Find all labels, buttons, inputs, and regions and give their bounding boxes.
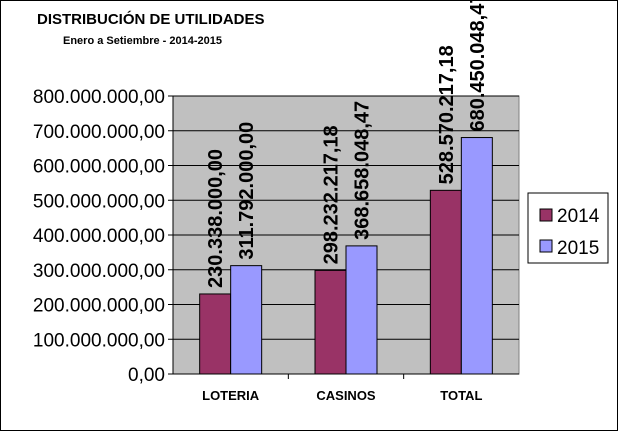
y-axis-ticks: 0,00 100.000.000,00 200.000.000,00 300.000.…: [33, 87, 173, 386]
y-tick-label: 300.000.000,00: [33, 261, 165, 282]
legend-swatch-2015: [539, 239, 553, 253]
bar-2014-casinos: [314, 269, 347, 375]
y-tick-label: 800.000.000,00: [33, 87, 165, 108]
data-label-2015-casinos: 368.658.048,47: [352, 101, 374, 240]
y-tick-label: 400.000.000,00: [33, 226, 165, 247]
legend: 2014 2015: [527, 192, 609, 264]
legend-box: [527, 192, 609, 264]
bar-2015-loteria: [230, 265, 263, 375]
y-tick-label: 600.000.000,00: [33, 157, 165, 178]
chart-title: DISTRIBUCIÓN DE UTILIDADES: [37, 10, 265, 28]
x-axis-ticks: LOTERIA CASINOS TOTAL: [202, 374, 482, 403]
bar-2015-total: [460, 137, 493, 375]
y-tick-label: 100.000.000,00: [33, 330, 165, 351]
bars: [199, 137, 493, 375]
bar-2014-total: [429, 189, 462, 375]
x-tick-label: CASINOS: [316, 388, 376, 403]
chart-subtitle: Enero a Setiembre - 2014-2015: [63, 35, 222, 47]
data-label-2014-total: 528.570.217,18: [436, 45, 458, 184]
legend-swatch-2014: [539, 208, 553, 222]
x-tick-label: TOTAL: [440, 388, 482, 403]
y-tick-label: 500.000.000,00: [33, 191, 165, 212]
data-labels: 230.338.000,00 311.792.000,00 298.232.217,…: [205, 0, 489, 288]
legend-label-2014: 2014: [557, 206, 600, 227]
bar-2014-loteria: [199, 293, 232, 375]
data-label-2014-casinos: 298.232.217,18: [321, 125, 343, 264]
legend-label-2015: 2015: [557, 238, 599, 259]
data-label-2015-total: 680.450.048,47: [467, 0, 489, 132]
y-tick-label: 700.000.000,00: [33, 122, 165, 143]
bar-2015-casinos: [345, 245, 378, 375]
data-label-2014-loteria: 230.338.000,00: [205, 149, 227, 288]
y-tick-label: 0,00: [128, 365, 165, 386]
y-tick-label: 200.000.000,00: [33, 296, 165, 317]
x-tick-label: LOTERIA: [202, 388, 260, 403]
data-label-2015-loteria: 311.792.000,00: [236, 122, 258, 260]
